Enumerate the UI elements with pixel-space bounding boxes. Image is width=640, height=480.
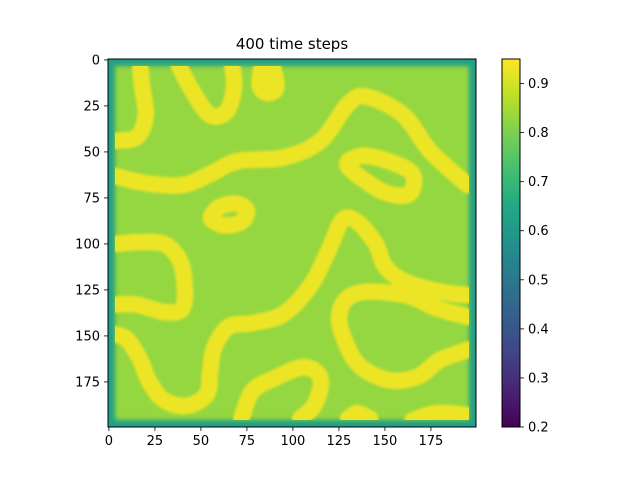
stripe — [338, 147, 423, 205]
colorbar-tick-label: 0.9 — [528, 77, 549, 92]
colorbar-axis: 0.2 0.3 0.4 0.5 0.6 0.7 0.8 0.9 — [520, 77, 549, 436]
stripe — [115, 87, 469, 194]
heatmap-image — [108, 59, 476, 427]
y-axis: 0 25 50 75 100 125 150 175 — [75, 53, 108, 390]
stripe — [233, 358, 330, 420]
x-tick-label: 25 — [147, 434, 164, 449]
stripe — [330, 283, 469, 390]
chart-title: 400 time steps — [236, 35, 349, 53]
colorbar-tick-label: 0.4 — [528, 322, 549, 337]
colorbar-tick-label: 0.6 — [528, 224, 549, 239]
y-tick-label: 50 — [83, 145, 100, 160]
stripe — [202, 195, 256, 234]
y-tick-label: 175 — [75, 375, 100, 390]
x-tick-label: 125 — [327, 434, 352, 449]
stripe — [251, 66, 285, 102]
colorbar-tick-label: 0.2 — [528, 421, 549, 436]
axes-frame — [107, 58, 477, 428]
y-tick-label: 75 — [83, 191, 100, 206]
y-tick-label: 125 — [75, 283, 100, 298]
x-axis: 0 25 50 75 100 125 150 175 — [105, 427, 444, 449]
x-tick-label: 100 — [281, 434, 306, 449]
colorbar-tick-label: 0.8 — [528, 126, 549, 141]
colorbar-tick-label: 0.3 — [528, 371, 549, 386]
stripe — [115, 209, 469, 415]
x-tick-label: 150 — [373, 434, 398, 449]
y-tick-label: 100 — [75, 237, 100, 252]
stripe — [115, 233, 194, 321]
stripe — [339, 404, 379, 420]
stripe — [115, 66, 155, 149]
x-tick-label: 175 — [419, 434, 444, 449]
colorbar-tick-label: 0.7 — [528, 175, 549, 190]
y-tick-label: 25 — [83, 99, 100, 114]
y-tick-label: 150 — [75, 329, 100, 344]
stripe — [170, 66, 243, 125]
stripe-group — [115, 66, 469, 420]
y-tick-label: 0 — [92, 53, 100, 68]
x-tick-label: 75 — [239, 434, 256, 449]
x-tick-label: 0 — [105, 434, 113, 449]
colorbar-tick-label: 0.5 — [528, 273, 549, 288]
colorbar — [501, 58, 521, 428]
x-tick-label: 50 — [193, 434, 210, 449]
stripe — [404, 404, 469, 420]
